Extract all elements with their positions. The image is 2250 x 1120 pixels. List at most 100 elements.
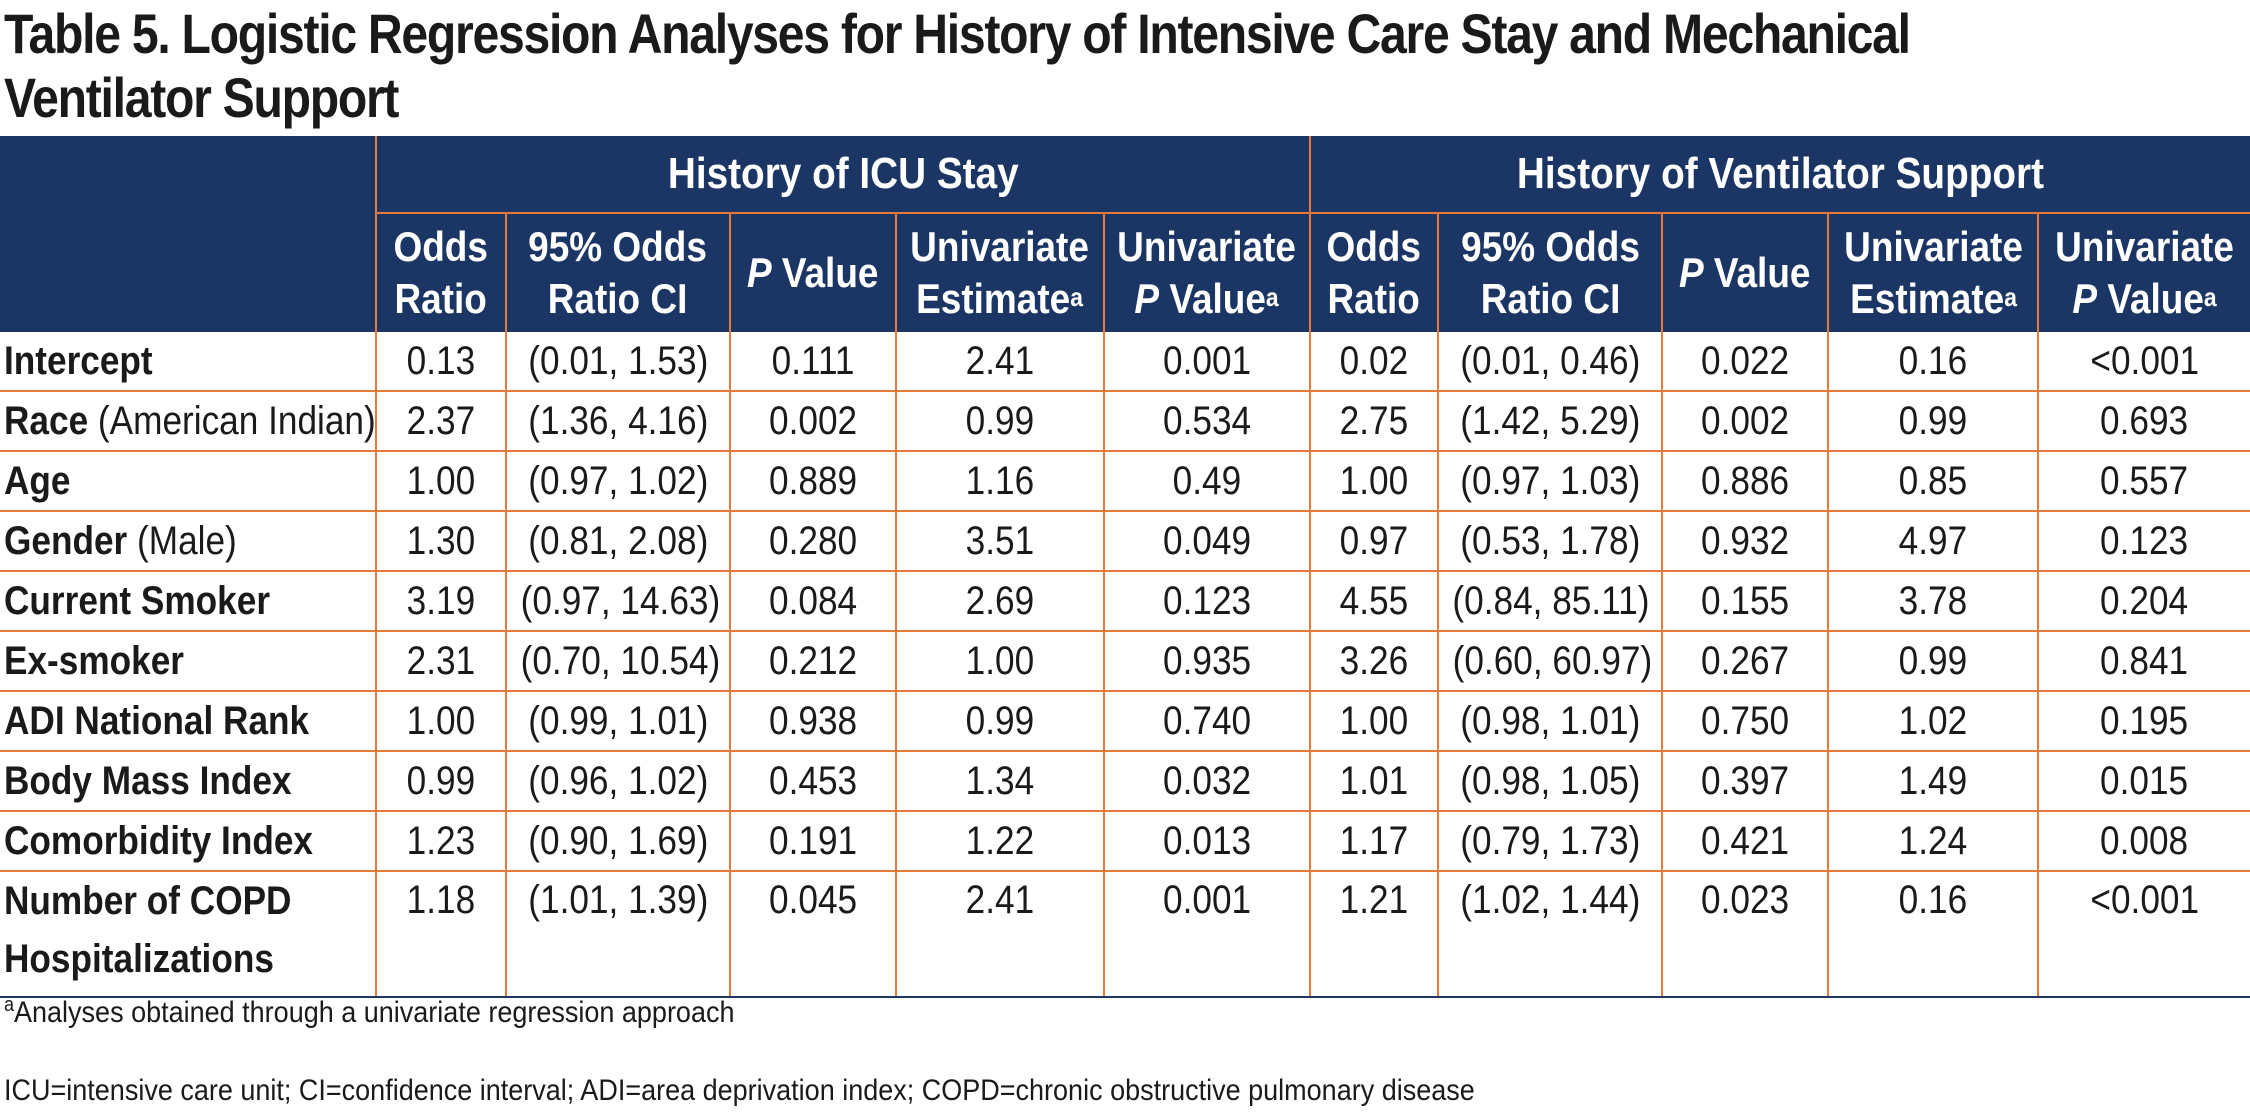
icu-univariate-estimate-cell: 1.16 <box>895 451 1104 512</box>
vent-univariate-estimate-cell: 0.99 <box>1827 391 2039 452</box>
vent-ci-cell: (0.98, 1.01) <box>1437 691 1663 752</box>
vent-univariate-p-value-cell: 0.008 <box>2037 811 2250 872</box>
vent-ci-cell: (0.60, 60.97) <box>1437 631 1663 692</box>
group-header-vent: History of Ventilator Support <box>1309 136 2250 214</box>
table-row: Ex-smoker 2.31 (0.70, 10.54) 0.212 1.00 0.935… <box>0 631 2250 692</box>
footnote-a: aAnalyses obtained through a univariate … <box>4 994 816 1030</box>
icu-p-value-cell: 0.084 <box>729 571 896 632</box>
row-label: Number of COPD Hospitalizations <box>0 871 376 998</box>
icu-p-value-cell: 0.453 <box>729 751 896 812</box>
icu-odds-ratio-cell: 1.23 <box>375 811 506 872</box>
vent-odds-ratio-cell: 4.55 <box>1309 571 1439 632</box>
icu-univariate-estimate-cell: 3.51 <box>895 511 1104 572</box>
icu-ci-cell: (1.01, 1.39) <box>505 871 730 998</box>
vent-univariate-estimate-header: Univariate Estimatea <box>1827 213 2039 332</box>
vent-p-value-cell: 0.932 <box>1661 511 1829 572</box>
vent-univariate-estimate-cell: 0.16 <box>1827 332 2039 392</box>
icu-ci-header: 95% Odds Ratio CI <box>505 213 730 332</box>
row-label: ADI National Rank <box>0 691 376 752</box>
icu-p-value-cell: 0.002 <box>729 391 896 452</box>
icu-odds-ratio-cell: 2.37 <box>375 391 506 452</box>
icu-ci-cell: (0.90, 1.69) <box>505 811 730 872</box>
icu-univariate-estimate-cell: 2.69 <box>895 571 1104 632</box>
vent-ci-cell: (1.42, 5.29) <box>1437 391 1663 452</box>
vent-univariate-estimate-cell: 0.85 <box>1827 451 2039 512</box>
vent-ci-cell: (0.98, 1.05) <box>1437 751 1663 812</box>
footnote-a-text: Analyses obtained through a univariate r… <box>14 996 735 1029</box>
vent-univariate-estimate-cell: 0.99 <box>1827 631 2039 692</box>
vent-univariate-p-value-header: Univariate P Valuea <box>2037 213 2250 332</box>
vent-univariate-p-value-cell: 0.557 <box>2037 451 2250 512</box>
icu-univariate-estimate-cell: 2.41 <box>895 332 1104 392</box>
vent-univariate-estimate-cell: 1.02 <box>1827 691 2039 752</box>
row-label-header <box>0 136 376 332</box>
vent-p-value-cell: 0.002 <box>1661 391 1829 452</box>
vent-odds-ratio-cell: 1.00 <box>1309 451 1439 512</box>
table-row: Race (American Indian) 2.37 (1.36, 4.16) 0.… <box>0 391 2250 452</box>
row-label: Age <box>0 451 376 512</box>
icu-univariate-p-value-cell: 0.032 <box>1102 751 1311 812</box>
icu-ci-cell: (0.01, 1.53) <box>505 332 730 392</box>
table-row: Current Smoker 3.19 (0.97, 14.63) 0.084 2.69… <box>0 571 2250 632</box>
row-label: Comorbidity Index <box>0 811 376 872</box>
vent-univariate-p-value-cell: 0.015 <box>2037 751 2250 812</box>
icu-univariate-estimate-cell: 0.99 <box>895 691 1104 752</box>
vent-p-value-cell: 0.267 <box>1661 631 1829 692</box>
icu-ci-cell: (0.97, 14.63) <box>505 571 730 632</box>
group-header-icu: History of ICU Stay <box>374 136 1311 214</box>
regression-table: History of ICU Stay History of Ventilato… <box>0 136 2250 998</box>
vent-p-value-cell: 0.155 <box>1661 571 1829 632</box>
table-row: Gender (Male) 1.30 (0.81, 2.08) 0.280 3.51 0.… <box>0 511 2250 572</box>
icu-univariate-p-value-cell: 0.123 <box>1102 571 1311 632</box>
row-label: Race (American Indian) <box>0 391 376 452</box>
icu-ci-cell: (0.99, 1.01) <box>505 691 730 752</box>
icu-p-value-cell: 0.212 <box>729 631 896 692</box>
vent-univariate-p-value-cell: <0.001 <box>2037 871 2250 998</box>
vent-univariate-estimate-cell: 3.78 <box>1827 571 2039 632</box>
vent-odds-ratio-cell: 0.97 <box>1309 511 1439 572</box>
vent-odds-ratio-cell: 1.01 <box>1309 751 1439 812</box>
table-row: Age 1.00 (0.97, 1.02) 0.889 1.16 0.49 1.00 (0.9… <box>0 451 2250 512</box>
icu-odds-ratio-header: Odds Ratio <box>375 213 506 332</box>
vent-univariate-p-value-cell: 0.204 <box>2037 571 2250 632</box>
icu-odds-ratio-cell: 0.99 <box>375 751 506 812</box>
icu-univariate-p-value-cell: 0.534 <box>1102 391 1311 452</box>
icu-univariate-estimate-header: Univariate Estimatea <box>895 213 1104 332</box>
vent-univariate-estimate-cell: 4.97 <box>1827 511 2039 572</box>
row-label: Body Mass Index <box>0 751 376 812</box>
vent-p-value-cell: 0.397 <box>1661 751 1829 812</box>
icu-univariate-estimate-cell: 1.22 <box>895 811 1104 872</box>
vent-odds-ratio-cell: 2.75 <box>1309 391 1439 452</box>
icu-univariate-p-value-cell: 0.013 <box>1102 811 1311 872</box>
icu-odds-ratio-cell: 1.18 <box>375 871 506 998</box>
icu-p-value-cell: 0.889 <box>729 451 896 512</box>
vent-univariate-p-value-cell: 0.693 <box>2037 391 2250 452</box>
icu-univariate-p-value-cell: 0.740 <box>1102 691 1311 752</box>
group-header-row: History of ICU Stay History of Ventilato… <box>0 136 2250 332</box>
table-row: Number of COPD Hospitalizations 1.18 (1.01… <box>0 871 2250 998</box>
vent-odds-ratio-cell: 1.21 <box>1309 871 1439 998</box>
row-label: Ex-smoker <box>0 631 376 692</box>
vent-p-value-cell: 0.421 <box>1661 811 1829 872</box>
vent-ci-cell: (0.01, 0.46) <box>1437 332 1663 392</box>
icu-univariate-estimate-cell: 2.41 <box>895 871 1104 998</box>
icu-odds-ratio-cell: 1.00 <box>375 451 506 512</box>
icu-odds-ratio-cell: 0.13 <box>375 332 506 392</box>
icu-odds-ratio-cell: 3.19 <box>375 571 506 632</box>
vent-univariate-p-value-cell: <0.001 <box>2037 332 2250 392</box>
vent-ci-cell: (0.53, 1.78) <box>1437 511 1663 572</box>
icu-univariate-p-value-cell: 0.935 <box>1102 631 1311 692</box>
icu-univariate-p-value-cell: 0.001 <box>1102 871 1311 998</box>
row-label: Current Smoker <box>0 571 376 632</box>
icu-ci-cell: (0.70, 10.54) <box>505 631 730 692</box>
icu-univariate-estimate-cell: 0.99 <box>895 391 1104 452</box>
vent-odds-ratio-cell: 1.00 <box>1309 691 1439 752</box>
icu-p-value-cell: 0.280 <box>729 511 896 572</box>
icu-odds-ratio-cell: 1.00 <box>375 691 506 752</box>
vent-ci-cell: (0.84, 85.11) <box>1437 571 1663 632</box>
vent-odds-ratio-cell: 1.17 <box>1309 811 1439 872</box>
icu-univariate-p-value-cell: 0.049 <box>1102 511 1311 572</box>
vent-p-value-cell: 0.750 <box>1661 691 1829 752</box>
vent-univariate-p-value-cell: 0.195 <box>2037 691 2250 752</box>
icu-ci-cell: (0.81, 2.08) <box>505 511 730 572</box>
